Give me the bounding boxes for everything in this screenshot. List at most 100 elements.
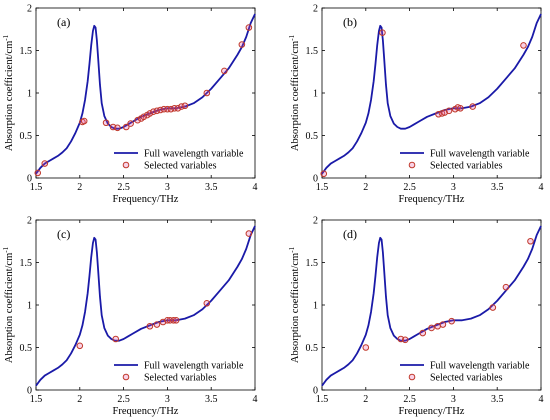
legend-label-full: Full wavelength variable — [430, 361, 530, 372]
x-tick-label: 2.5 — [403, 394, 416, 405]
y-tick-label: 0.5 — [20, 343, 33, 354]
selected-variable-point — [245, 24, 253, 31]
x-tick-label: 2.5 — [403, 182, 416, 193]
y-tick-label: 0.5 — [306, 343, 319, 354]
selected-variable-point — [134, 116, 141, 124]
x-tick-label: 1.5 — [316, 394, 329, 405]
x-tick-label: 3.5 — [205, 394, 218, 405]
selected-variable-point — [114, 124, 121, 132]
y-axis-label-text: Absorption coefficient/cm — [290, 253, 301, 363]
selected-variable-point — [502, 283, 510, 291]
y-axis-label: Absorption coefficient/cm-1 — [288, 246, 301, 363]
x-tick-label: 2.5 — [117, 394, 130, 405]
selected-variable-point — [146, 322, 154, 330]
x-tick-label: 1.5 — [30, 394, 43, 405]
selected-variable-point — [146, 110, 154, 117]
x-axis-label: Frequency/THz — [113, 194, 179, 205]
y-tick-label: 0.5 — [306, 131, 319, 142]
x-tick-label: 4 — [253, 182, 258, 193]
selected-variable-point — [76, 342, 84, 350]
y-tick-label: 0 — [27, 386, 32, 397]
selected-variable-point — [34, 169, 42, 177]
y-axis-label-exponent: -1 — [288, 246, 296, 252]
chart-panel-4: 1.5 2 2.5 3 3.5 4 0 0.5 1 1.5 2 Frequency/THz Absorp… — [288, 216, 544, 418]
selected-variable-point — [203, 89, 211, 97]
y-axis-label-text: Absorption coefficient/cm — [290, 41, 301, 151]
panel-label: (c) — [57, 227, 70, 241]
legend-marker-swatch — [408, 161, 416, 169]
chart-panel-1: 1.5 2 2.5 3 3.5 4 0 0.5 1 1.5 2 Frequency/THz Absorp… — [2, 4, 258, 206]
y-tick-label: 1 — [27, 301, 32, 312]
panel-label: (b) — [343, 15, 357, 29]
y-tick-label: 1.5 — [20, 258, 33, 269]
x-tick-label: 4 — [253, 394, 258, 405]
selected-variable-point — [320, 170, 328, 178]
x-tick-label: 2 — [363, 182, 368, 193]
selected-variable-point — [457, 105, 464, 112]
legend-label-selected: Selected variables — [144, 373, 217, 384]
y-axis-label-text: Absorption coefficient/cm — [4, 253, 15, 363]
selected-variable-point — [41, 160, 49, 167]
y-axis-label: Absorption coefficient/cm-1 — [2, 34, 15, 151]
x-tick-label: 1.5 — [316, 182, 329, 193]
x-tick-label: 2 — [77, 394, 82, 405]
selected-variable-point — [181, 102, 189, 110]
selected-variable-point — [221, 67, 228, 75]
x-tick-label: 3 — [451, 394, 456, 405]
y-tick-label: 1.5 — [306, 46, 319, 57]
chart-panel-3: 1.5 2 2.5 3 3.5 4 0 0.5 1 1.5 2 Frequency/THz Absorp… — [2, 216, 258, 418]
x-tick-label: 4 — [539, 182, 544, 193]
legend-marker-swatch — [122, 373, 130, 381]
selected-variable-point — [527, 237, 534, 245]
legend-label-selected: Selected variables — [144, 161, 217, 172]
y-axis-label-exponent: -1 — [2, 246, 10, 252]
series-line-full-wavelength — [321, 13, 542, 175]
selected-variable-point — [140, 113, 148, 121]
x-axis-label: Frequency/THz — [399, 194, 465, 205]
y-tick-label: 2 — [313, 4, 318, 15]
selected-variable-point — [245, 230, 253, 237]
x-tick-label: 3.5 — [491, 182, 504, 193]
legend-label-full: Full wavelength variable — [430, 149, 530, 160]
selected-variable-point — [428, 324, 435, 332]
selected-variable-point — [448, 317, 455, 325]
selected-variable-point — [238, 41, 246, 48]
selected-variable-point — [122, 123, 130, 131]
y-axis-label-exponent: -1 — [2, 34, 10, 40]
legend-label-full: Full wavelength variable — [144, 149, 244, 160]
series-line-full-wavelength — [35, 225, 256, 387]
selected-variable-point — [445, 107, 453, 115]
x-tick-label: 2 — [363, 394, 368, 405]
x-tick-label: 2.5 — [117, 182, 130, 193]
y-tick-label: 0 — [27, 174, 32, 185]
x-tick-label: 2 — [77, 182, 82, 193]
y-axis-label-text: Absorption coefficient/cm — [4, 41, 15, 151]
selected-variable-point — [80, 117, 88, 125]
x-tick-label: 4 — [539, 394, 544, 405]
x-tick-label: 1.5 — [30, 182, 43, 193]
x-tick-label: 3 — [165, 182, 170, 193]
panel-label: (a) — [57, 15, 70, 29]
y-tick-label: 1.5 — [20, 46, 33, 57]
selected-variable-point — [419, 329, 427, 337]
y-axis-label: Absorption coefficient/cm-1 — [2, 246, 15, 363]
selected-variable-point — [401, 336, 409, 344]
selected-variable-point — [379, 29, 386, 36]
selected-variable-point — [362, 344, 370, 351]
selected-variable-point — [153, 321, 161, 328]
x-axis-label: Frequency/THz — [113, 406, 179, 417]
y-tick-label: 1 — [313, 89, 318, 100]
selected-variable-point — [127, 120, 134, 127]
selected-variable-point — [112, 335, 120, 343]
y-tick-label: 0.5 — [20, 131, 33, 142]
panel-label: (d) — [343, 227, 357, 241]
x-tick-label: 3 — [165, 394, 170, 405]
selected-variable-point — [439, 321, 447, 328]
x-tick-label: 3.5 — [491, 394, 504, 405]
y-tick-label: 0 — [313, 386, 318, 397]
x-axis-label: Frequency/THz — [399, 406, 465, 417]
legend-marker-swatch — [122, 161, 130, 169]
selected-variable-point — [172, 317, 180, 324]
selected-variable-point — [434, 322, 441, 330]
